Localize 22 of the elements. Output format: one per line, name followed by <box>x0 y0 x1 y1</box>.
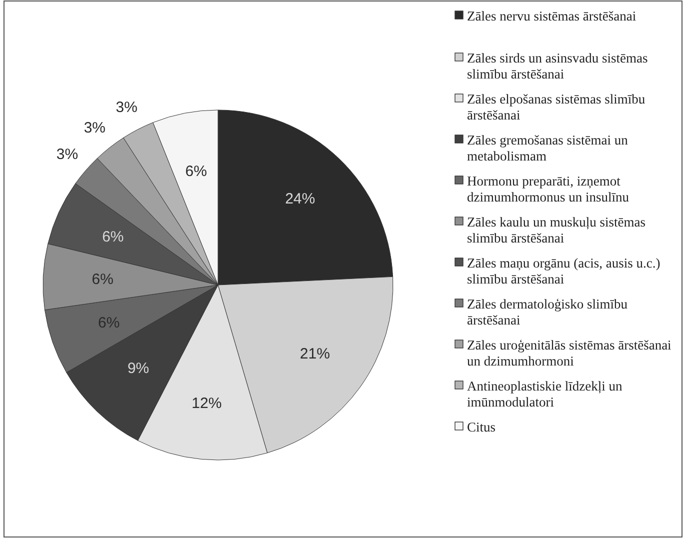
data-label: 6% <box>102 228 124 246</box>
data-label: 3% <box>56 146 78 163</box>
legend-label: Zāles kaulu un muskuļu sistēmas slimību ārstēšanai <box>467 214 646 246</box>
data-label: 3% <box>84 120 106 137</box>
data-label: 24% <box>285 190 316 208</box>
data-label: 9% <box>127 360 150 378</box>
legend-label: Antineoplastiskie līdzekļi un imūnmodulatori <box>467 378 622 410</box>
legend-label: Zāles elpošanas sistēmas slimību ārstēšanai <box>467 92 646 122</box>
data-label: 3% <box>116 99 138 116</box>
legend-label: Zāles dermatoloģisko slimību ārstēšanai <box>467 296 628 328</box>
data-label: 6% <box>92 271 114 288</box>
data-label: 21% <box>300 346 330 363</box>
legend-label: Hormonu preparāti, izņemot dzimumhormonus un insulīnu <box>467 174 630 204</box>
legend-label: Zāles sirds un asinsvadu sistēmas slimību ārstēšanai <box>467 50 648 82</box>
data-label: 6% <box>185 163 207 180</box>
legend-label: Zāles uroģenitālās sistēmas ārstēšanai un dzimumhormoni <box>467 338 672 368</box>
legend-label: Zāles gremošanas sistēmai un metabolismam <box>467 132 628 164</box>
data-label: 12% <box>192 394 222 412</box>
data-label: 6% <box>98 314 120 332</box>
legend-label: Zāles maņu orgānu (acis, ausis u.c.) slimību ārstēšanai <box>467 256 660 286</box>
legend-label: Zāles nervu sistēmas ārstēšanai <box>467 8 636 24</box>
legend-label: Citus <box>467 420 496 434</box>
